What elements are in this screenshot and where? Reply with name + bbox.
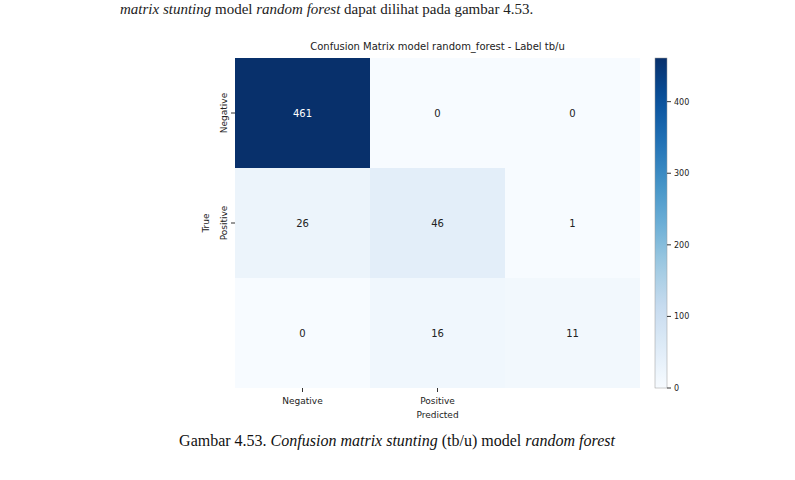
x-tick-label: Negative [282, 396, 323, 406]
colorbar [655, 58, 667, 388]
colorbar-tick [667, 101, 671, 102]
cell-label: 0 [434, 108, 440, 119]
y-tick-label: Negative [219, 92, 229, 133]
heatmap-cell [370, 168, 505, 278]
y-tick-label: Positive [219, 205, 229, 240]
heatmap-cell [370, 278, 505, 388]
intro-part: model [211, 1, 256, 17]
heatmap-cell [370, 58, 505, 168]
heatmap-cell [235, 58, 370, 168]
heatmap-cell [505, 168, 640, 278]
colorbar-tick-label: 0 [674, 384, 679, 393]
cell-label: 11 [566, 328, 579, 339]
x-tick [302, 388, 303, 392]
cell-label: 0 [569, 108, 575, 119]
heatmap-cell [235, 278, 370, 388]
intro-part: dapat dilihat pada gambar 4.53. [340, 1, 533, 17]
intro-text: matrix stunting model random forest dapa… [120, 1, 533, 17]
caption-part: (tb/u) model [438, 432, 526, 450]
colorbar-tick-label: 200 [674, 241, 689, 250]
caption-part: random forest [525, 432, 615, 450]
cell-label: 1 [569, 218, 575, 229]
colorbar-tick-label: 400 [674, 98, 689, 107]
colorbar-tick [667, 173, 671, 174]
x-tick-label: Positive [420, 396, 455, 406]
x-axis-title: Predicted [416, 410, 458, 420]
colorbar-tick-label: 100 [674, 312, 689, 321]
cell-label: 16 [431, 328, 444, 339]
colorbar-tick [667, 244, 671, 245]
caption: Gambar 4.53. Confusion matrix stunting (… [179, 432, 615, 450]
cell-label: 0 [299, 328, 305, 339]
heatmap-cell [505, 58, 640, 168]
cell-label: 46 [431, 218, 444, 229]
caption-part: Confusion matrix stunting [271, 432, 438, 450]
cell-label: 26 [296, 218, 309, 229]
heatmap-cell [235, 168, 370, 278]
chart-title: Confusion Matrix model random_forest - L… [310, 41, 565, 53]
heatmap-cell [505, 278, 640, 388]
cell-labels: 461002646101611 [293, 108, 579, 339]
y-axis-title: True [201, 213, 211, 234]
colorbar-tick [667, 316, 671, 317]
cell-label: 461 [293, 108, 312, 119]
y-tick [231, 113, 235, 114]
intro-part: random forest [256, 1, 341, 17]
x-tick [437, 388, 438, 392]
cells [235, 58, 640, 388]
colorbar-tick [667, 388, 671, 389]
colorbar-tick-label: 300 [674, 169, 689, 178]
caption-part: Gambar 4.53. [179, 432, 271, 449]
intro-part: matrix stunting [120, 1, 212, 17]
y-tick [231, 223, 235, 224]
